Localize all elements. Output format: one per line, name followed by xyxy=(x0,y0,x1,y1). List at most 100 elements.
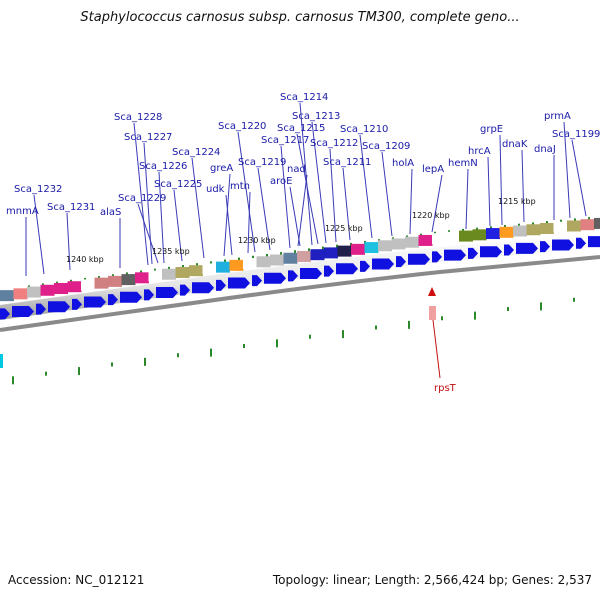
feature-segment xyxy=(94,277,109,289)
feature-segment xyxy=(27,286,41,298)
gene-label[interactable]: Sca_1220 xyxy=(218,121,266,132)
gene-arrow xyxy=(372,258,394,270)
leader-line xyxy=(289,186,301,247)
gene-arrow xyxy=(552,239,574,251)
leader-line xyxy=(133,122,149,266)
kbp-label-1215: 1215 kbp xyxy=(498,197,536,206)
rpsT-leader-line xyxy=(432,319,441,379)
tick-mark xyxy=(276,339,278,348)
gene-arrow xyxy=(336,263,358,275)
tick-mark xyxy=(78,367,80,376)
feature-segment xyxy=(310,249,325,261)
feature-segment xyxy=(499,226,514,238)
tick-mark xyxy=(196,263,198,268)
tick-mark xyxy=(474,311,476,320)
gene-label[interactable]: prmA xyxy=(544,111,571,122)
gene-label[interactable]: Sca_1199 xyxy=(552,129,600,140)
gene-label[interactable]: holA xyxy=(392,158,414,169)
gene-label[interactable]: grpE xyxy=(480,124,503,135)
gene-label[interactable]: hemN xyxy=(448,158,478,169)
gene-label[interactable]: Sca_1227 xyxy=(124,132,172,143)
tick-mark xyxy=(308,248,310,253)
feature-segment xyxy=(13,288,28,300)
gene-label[interactable]: alaS xyxy=(100,207,121,218)
gene-label[interactable]: Sca_1217 xyxy=(261,135,309,146)
leader-line xyxy=(499,134,503,226)
gene-label[interactable]: aroE xyxy=(270,176,292,187)
gene-label[interactable]: Sca_1215 xyxy=(277,123,325,134)
gene-label[interactable]: dnaK xyxy=(502,139,528,150)
gene-arrow xyxy=(12,305,34,317)
rpsT-marker-block xyxy=(429,306,436,320)
leader-line xyxy=(137,203,159,264)
gene-label[interactable]: Sca_1228 xyxy=(114,112,162,123)
leader-line xyxy=(296,133,319,245)
gene-label[interactable]: hrcA xyxy=(468,146,491,157)
kbp-label-1220: 1220 kbp xyxy=(412,211,450,220)
gene-label[interactable]: Sca_1210 xyxy=(340,124,388,135)
gene-label[interactable]: Sca_1212 xyxy=(310,138,358,149)
feature-segment xyxy=(189,265,203,277)
leader-line xyxy=(465,168,469,230)
edge-feature xyxy=(0,354,3,368)
tick-mark xyxy=(507,307,509,312)
feature-segment xyxy=(378,240,392,252)
gene-label[interactable]: greA xyxy=(210,163,233,174)
leader-line xyxy=(299,102,313,246)
gene-arrow xyxy=(192,282,214,294)
feature-segment xyxy=(40,284,55,296)
feature-segment xyxy=(513,225,527,237)
kbp-label-1240: 1240 kbp xyxy=(66,255,104,264)
gene-arrow xyxy=(408,253,430,265)
gene-label[interactable]: mnmA xyxy=(6,206,39,217)
feature-segment xyxy=(486,228,500,240)
feature-segment xyxy=(324,247,338,259)
tick-mark xyxy=(243,343,245,348)
gene-label[interactable]: Sca_1211 xyxy=(323,157,371,168)
kbp-label-1230: 1230 kbp xyxy=(238,236,276,245)
feature-segment xyxy=(337,245,352,257)
gene-label[interactable]: dnaJ xyxy=(534,144,556,155)
leader-line xyxy=(223,173,231,257)
tick-mark xyxy=(224,259,226,264)
feature-segment xyxy=(243,258,257,270)
leader-line xyxy=(342,167,351,241)
rpsT-marker-arrow xyxy=(428,287,436,296)
gene-label[interactable]: Sca_1226 xyxy=(139,161,187,172)
feature-segment xyxy=(526,224,541,236)
leader-line xyxy=(280,145,291,249)
tick-mark xyxy=(45,371,47,376)
feature-segment xyxy=(580,219,595,231)
tick-mark xyxy=(210,348,212,357)
leader-line xyxy=(409,168,413,235)
gene-label[interactable]: Sca_1209 xyxy=(362,141,410,152)
gene-label[interactable]: mtn xyxy=(230,181,250,192)
leader-line xyxy=(143,142,153,265)
leader-lines xyxy=(25,102,587,276)
gene-arrow xyxy=(84,296,106,308)
gene-label[interactable]: udk xyxy=(206,184,225,195)
feature-segment xyxy=(459,230,473,242)
gene-label[interactable]: Sca_1219 xyxy=(238,157,286,168)
gene-label[interactable]: Sca_1225 xyxy=(154,179,202,190)
gene-labels[interactable]: mnmA Sca_1232 Sca_1231 alaS Sca_1228 Sca_1227… xyxy=(6,92,600,218)
gene-label[interactable]: Sca_1213 xyxy=(292,111,340,122)
feature-segment xyxy=(540,222,554,234)
feature-segment xyxy=(162,268,176,280)
gene-label[interactable]: Sca_1231 xyxy=(47,202,95,213)
gene-label[interactable]: Sca_1229 xyxy=(118,193,166,204)
gene-arrow xyxy=(252,275,262,287)
tick-mark xyxy=(342,330,344,339)
gene-arrow xyxy=(72,298,82,310)
gene-label[interactable]: Sca_1232 xyxy=(14,184,62,195)
rpsT-label[interactable]: rpsT xyxy=(434,383,457,394)
gene-label[interactable]: lepA xyxy=(422,164,444,175)
tick-mark xyxy=(375,325,377,330)
kbp-label-1235: 1235 kbp xyxy=(152,247,190,256)
tick-mark xyxy=(336,244,338,249)
gene-label[interactable]: Sca_1214 xyxy=(280,92,328,103)
tick-mark xyxy=(540,302,542,311)
gene-label[interactable]: nad xyxy=(287,164,306,175)
gene-label[interactable]: Sca_1224 xyxy=(172,147,220,158)
